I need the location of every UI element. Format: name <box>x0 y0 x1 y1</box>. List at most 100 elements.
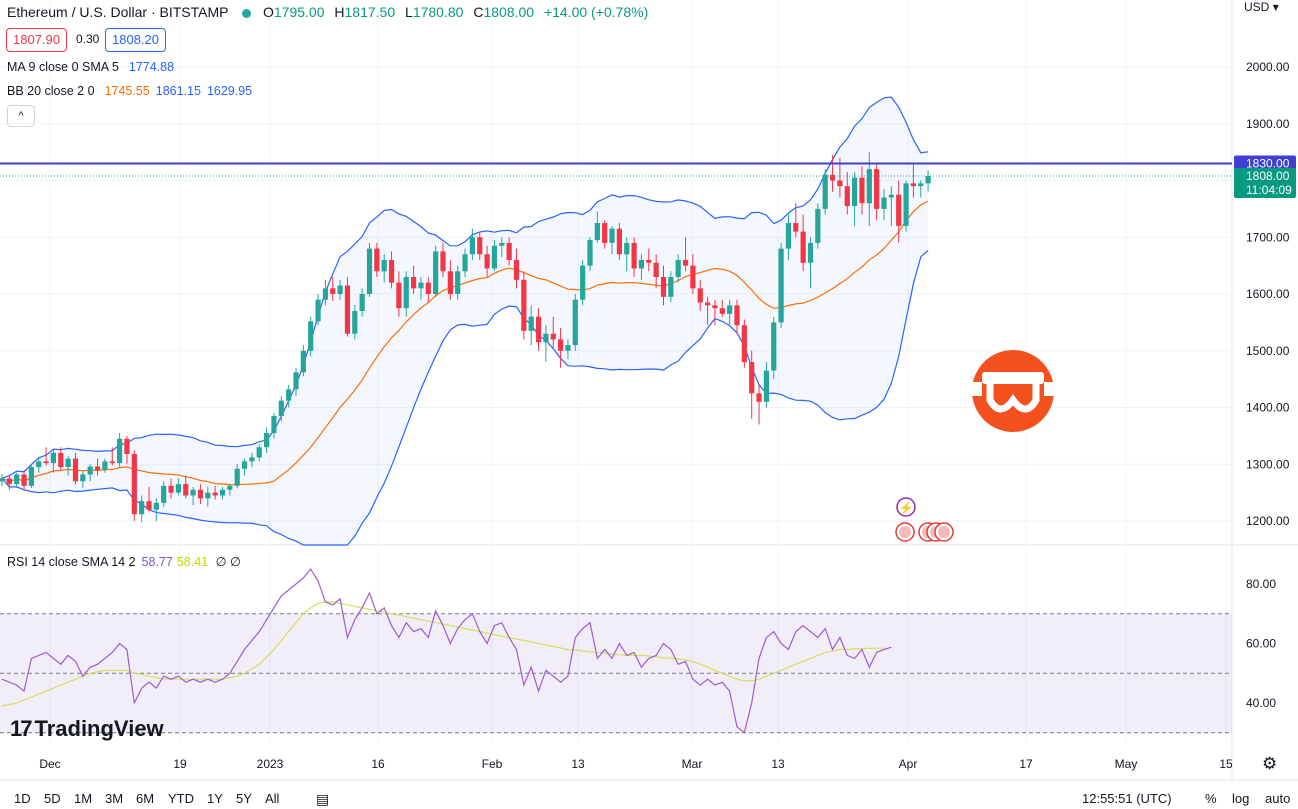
time-tick-label: 2023 <box>257 757 284 771</box>
percent-toggle[interactable]: % <box>1205 791 1217 806</box>
candle-body <box>712 305 718 309</box>
buy-price-button[interactable]: 1808.20 <box>105 28 166 52</box>
candle-body <box>124 438 130 455</box>
candle-body <box>469 237 475 255</box>
candle-body <box>168 485 174 493</box>
candle-body <box>697 288 703 303</box>
price-tick-label: 1300.00 <box>1246 457 1290 471</box>
candle-body <box>212 492 218 496</box>
candle-body <box>388 259 395 283</box>
time-axis[interactable]: Dec 19 2023 16 Feb 13 Mar 13 Apr 17 May 15 <box>39 757 1233 771</box>
candle-body <box>587 240 593 266</box>
tradingview-logo[interactable]: 17 TradingView <box>10 716 164 742</box>
range-5d-button[interactable]: 5D <box>44 791 61 806</box>
high-value: 1817.50 <box>344 4 396 20</box>
bb-legend[interactable]: BB 20 close 2 0 1745.55 1861.15 1629.95 <box>7 84 252 98</box>
candle-body <box>403 276 409 309</box>
range-all-button[interactable]: All <box>265 791 280 806</box>
candle-body <box>58 452 64 468</box>
candle-body <box>109 461 115 464</box>
range-3m-button[interactable]: 3M <box>105 791 124 806</box>
range-1d-button[interactable]: 1D <box>14 791 31 806</box>
ma-legend[interactable]: MA 9 close 0 SMA 5 1774.88 <box>7 60 174 74</box>
candle-body <box>28 467 34 486</box>
candle-body <box>322 288 328 300</box>
auto-toggle[interactable]: auto <box>1265 791 1291 806</box>
range-ytd-button[interactable]: YTD <box>168 791 194 806</box>
candle-body <box>506 242 512 260</box>
candle-body <box>6 478 12 485</box>
watermark-logo <box>972 350 1054 432</box>
candle-body <box>785 223 792 249</box>
bb-label: BB 20 close 2 0 <box>7 84 95 98</box>
price-tick-label: 2000.00 <box>1246 60 1290 74</box>
time-tick-label: Dec <box>39 757 60 771</box>
symbol-legend[interactable]: Ethereum / U.S. Dollar · BITSTAMP O1795.… <box>7 4 654 20</box>
candle-body <box>572 299 578 346</box>
gear-icon[interactable]: ⚙ <box>1262 754 1278 773</box>
resistance-price-marker <box>1234 155 1296 172</box>
candle-body <box>528 316 534 331</box>
utc-clock[interactable]: 12:55:51 (UTC) <box>1082 791 1172 806</box>
rsi-label: RSI 14 close SMA 14 2 <box>7 555 136 569</box>
candle-body <box>102 461 108 470</box>
candle-body <box>447 271 453 294</box>
candle-body <box>727 305 733 314</box>
candle-body <box>653 262 659 277</box>
rsi-sma-line <box>1 601 884 707</box>
candle-body <box>197 489 204 499</box>
candle-body <box>594 223 600 241</box>
candle-body <box>866 169 872 204</box>
candle-body <box>638 259 645 269</box>
calendar-range-icon[interactable]: ▤ <box>316 791 330 807</box>
open-value: 1795.00 <box>273 4 325 20</box>
candle-body <box>131 454 137 515</box>
low-value: 1780.80 <box>412 4 464 20</box>
candle-body <box>491 245 498 269</box>
candle-body <box>256 447 262 458</box>
lightning-event-icon <box>896 497 916 517</box>
candle-body <box>264 433 270 448</box>
candle-body <box>249 457 255 462</box>
price-tick-label: 1500.00 <box>1246 344 1290 358</box>
candle-body <box>756 393 762 402</box>
range-6m-button[interactable]: 6M <box>136 791 155 806</box>
sell-price-button[interactable]: 1807.90 <box>6 28 67 52</box>
resistance-level[interactable] <box>0 162 1232 177</box>
last-price-marker <box>1234 167 1296 198</box>
us-flag-fill-icon <box>938 526 950 538</box>
bb-basis-value: 1745.55 <box>104 84 150 98</box>
range-1y-button[interactable]: 1Y <box>207 791 223 806</box>
bb-upper-line <box>1 96 929 479</box>
candle-body <box>807 242 814 263</box>
price-axis[interactable]: 2000.00 1900.00 1700.00 1600.00 1500.00 1400.… <box>1234 60 1296 710</box>
candle-body <box>411 276 417 289</box>
candle-body <box>36 461 42 468</box>
time-tick-label: Mar <box>682 757 703 771</box>
time-tick-label: 15 <box>1219 757 1233 771</box>
candle-body <box>888 194 894 198</box>
chevron-up-icon: ^ <box>18 110 24 122</box>
event-markers[interactable]: ⚡ <box>895 497 954 542</box>
currency-selector[interactable]: USD ▾ <box>1244 0 1279 14</box>
candle-body <box>330 288 336 294</box>
candle-body <box>815 208 821 243</box>
collapse-legend-button[interactable]: ^ <box>7 105 35 127</box>
candle-body <box>609 228 615 243</box>
candle-body <box>484 254 490 269</box>
symbol-title[interactable]: Ethereum / U.S. Dollar · BITSTAMP <box>7 4 229 20</box>
candle-body <box>675 259 681 277</box>
rsi-legend[interactable]: RSI 14 close SMA 14 2 58.77 58.41 ∅ ∅ <box>7 554 241 569</box>
candle-body <box>859 177 865 204</box>
us-flag-event-icon <box>934 522 954 542</box>
range-1m-button[interactable]: 1M <box>74 791 93 806</box>
candle-body <box>719 308 725 314</box>
candle-body <box>315 299 321 322</box>
log-toggle[interactable]: log <box>1232 791 1250 806</box>
candle-body <box>800 231 806 263</box>
range-5y-button[interactable]: 5Y <box>236 791 252 806</box>
candle-body <box>631 242 637 269</box>
watermark-circle <box>972 350 1054 432</box>
candle-body <box>793 223 799 232</box>
